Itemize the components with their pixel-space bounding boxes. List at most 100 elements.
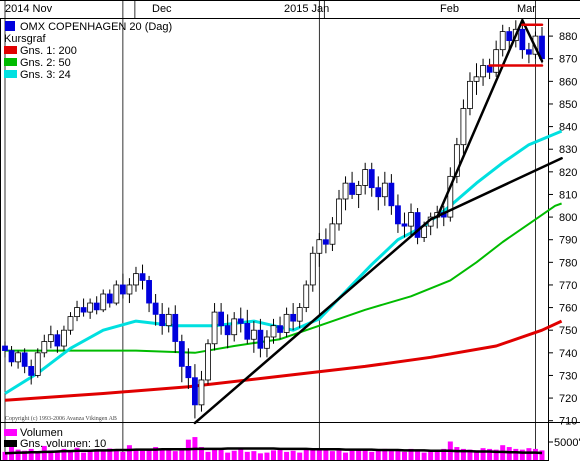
x-tick-label: 2015 Jan: [284, 3, 329, 15]
candle-body: [283, 313, 290, 333]
volume-bar: [284, 451, 290, 460]
candle-body: [480, 65, 486, 78]
trendline: [193, 218, 432, 425]
volume-bar: [277, 448, 283, 460]
volume-bar: [434, 450, 440, 460]
y-tick-label: 770: [559, 280, 577, 292]
candle-body: [316, 239, 323, 254]
volume-bar: [15, 449, 21, 460]
candle-body: [198, 379, 205, 406]
legend-label: Gns. 2: 50: [20, 57, 71, 69]
volume-bar: [231, 450, 237, 460]
volume-legend-label: Volumen: [20, 427, 63, 439]
candle-body: [93, 302, 100, 311]
trendline: [429, 157, 563, 221]
volume-legend-swatch: [4, 429, 17, 436]
candle-body: [362, 169, 369, 186]
candle-body: [8, 350, 15, 363]
candle-body: [185, 365, 192, 379]
volume-bar: [316, 450, 322, 460]
volume-bar: [100, 451, 106, 460]
candle-body: [113, 284, 120, 304]
y-tick-label: 750: [559, 325, 577, 337]
y-tick-label: 850: [559, 99, 577, 111]
volume-bar: [408, 448, 414, 460]
y-tick-label: 830: [559, 144, 577, 156]
candle-body: [322, 239, 329, 245]
candle-body: [447, 175, 454, 218]
candle-body: [231, 318, 238, 336]
candle-body: [264, 336, 270, 349]
volume-bar: [251, 451, 257, 460]
candle-body: [159, 313, 166, 327]
candle-body: [165, 313, 172, 327]
volume-bar: [146, 448, 152, 460]
volume-bar: [271, 450, 276, 460]
plot-border: [0, 18, 549, 461]
candle-body: [499, 31, 506, 51]
candle-body: [218, 311, 225, 327]
volume-bar: [81, 452, 87, 460]
volume-bar: [519, 449, 525, 460]
volume-bar: [61, 448, 67, 460]
candle-body: [34, 352, 41, 376]
candle-body: [2, 345, 8, 351]
candle-body: [192, 377, 198, 406]
volume-bar: [244, 451, 250, 460]
candle-body: [74, 307, 80, 318]
volume-bar: [212, 448, 218, 460]
volume-bar: [264, 452, 270, 460]
x-tick-label: Feb: [440, 3, 459, 15]
volume-bar: [513, 448, 519, 460]
candle-body: [473, 76, 480, 82]
y-tick-label: 720: [559, 393, 577, 405]
volume-bar: [480, 448, 486, 460]
y-tick-label: 820: [559, 167, 577, 179]
candle-body: [126, 284, 133, 295]
x-axis-labels: 2014 Nov Dec 2015 Jan Feb Mar: [5, 3, 536, 15]
volume-bar: [323, 448, 329, 460]
candle-body: [349, 182, 355, 195]
volume-bar: [35, 451, 41, 460]
legend-swatch: [4, 70, 17, 78]
candle-body: [414, 212, 421, 238]
ma50-line: [5, 202, 562, 354]
y-tick-label: 740: [559, 348, 577, 360]
candle-body: [375, 187, 382, 198]
volume-legend-swatch: [4, 440, 17, 447]
volume-bar: [172, 451, 178, 460]
price-axis: 710 720 730 740 750 760 770 780 790 800 810 820 830 8…: [548, 31, 577, 428]
candle-body: [172, 313, 179, 342]
volume-average-line: [4, 447, 543, 455]
trendlines: [193, 19, 563, 425]
volume-bar: [113, 450, 119, 460]
volume-bar: [539, 450, 545, 460]
y-tick-label: 870: [559, 54, 577, 66]
volume-bar: [28, 448, 34, 460]
trendline: [521, 19, 544, 63]
y-tick-label: 760: [559, 303, 577, 315]
volume-tick-label: 5000": [554, 437, 580, 449]
candle-body: [519, 28, 526, 51]
candle-body: [237, 318, 244, 324]
volume-bar: [94, 449, 100, 460]
volume-bar: [179, 448, 185, 460]
candle-body: [139, 273, 146, 281]
volume-bar: [474, 450, 480, 460]
legend-label: Gns. 1: 200: [20, 45, 77, 57]
volume-bar: [126, 445, 132, 460]
volume-bar: [388, 451, 394, 460]
volume-bar: [303, 449, 309, 460]
volume-bar: [54, 451, 60, 460]
volume-bar: [382, 448, 388, 460]
volume-bar: [532, 448, 538, 460]
title-swatch: [5, 21, 15, 31]
candle-body: [526, 49, 532, 55]
volume-bar: [441, 448, 447, 460]
y-tick-label: 860: [559, 76, 577, 88]
volume-bar: [140, 450, 146, 460]
candle-body: [270, 325, 277, 338]
volume-bar: [310, 448, 316, 460]
candle-body: [250, 329, 257, 340]
